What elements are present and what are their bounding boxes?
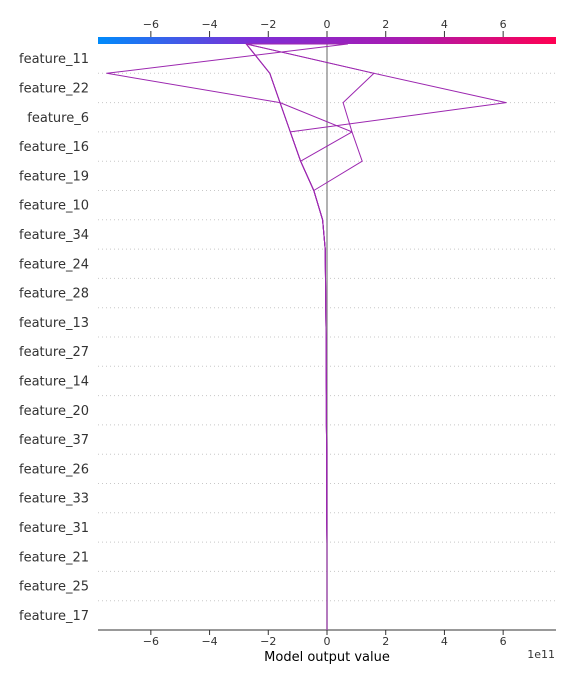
feature-label: feature_22 — [19, 81, 89, 96]
top-tick-label: 6 — [500, 18, 507, 31]
feature-label: feature_28 — [19, 287, 89, 302]
bottom-x-axis: −6 −4 −2 0 2 4 6 — [98, 629, 556, 648]
bottom-tick-label: 2 — [382, 635, 389, 648]
feature-labels: feature_11 feature_22 feature_6 feature_16f… — [19, 52, 89, 624]
decision-line — [245, 43, 507, 630]
colorbar-gradient — [98, 37, 556, 44]
bottom-tick-label: 0 — [324, 635, 331, 648]
feature-label: feature_11 — [19, 52, 89, 67]
bottom-tick-label: −4 — [201, 635, 217, 648]
top-tick-label: 0 — [324, 18, 331, 31]
feature-label: feature_20 — [19, 404, 89, 419]
feature-label: feature_37 — [19, 433, 89, 448]
top-tick-label: 4 — [441, 18, 448, 31]
top-tick-label: −4 — [201, 18, 217, 31]
top-tick-label: −6 — [143, 18, 159, 31]
bottom-tick-label: −6 — [143, 635, 159, 648]
feature-label: feature_14 — [19, 374, 89, 389]
top-x-axis: −6 −4 −2 0 2 4 6 — [143, 18, 507, 37]
feature-label: feature_21 — [19, 550, 89, 565]
feature-label: feature_16 — [19, 140, 89, 155]
feature-label: feature_31 — [19, 521, 89, 536]
bottom-tick-label: −2 — [260, 635, 276, 648]
feature-label: feature_13 — [19, 316, 89, 331]
top-tick-label: −2 — [260, 18, 276, 31]
feature-label: feature_10 — [19, 199, 89, 214]
bottom-tick-label: 6 — [500, 635, 507, 648]
decision-lines — [106, 43, 507, 630]
feature-label: feature_34 — [19, 228, 89, 243]
feature-label: feature_17 — [19, 609, 89, 624]
feature-label: feature_6 — [27, 111, 89, 126]
bottom-tick-label: 4 — [441, 635, 448, 648]
feature-label: feature_24 — [19, 257, 89, 272]
feature-label: feature_33 — [19, 492, 89, 507]
x-axis-offset-label: 1e11 — [527, 648, 555, 661]
feature-label: feature_26 — [19, 462, 89, 477]
top-tick-label: 2 — [382, 18, 389, 31]
x-axis-label: Model output value — [264, 650, 390, 665]
feature-label: feature_25 — [19, 580, 89, 595]
colorbar — [98, 37, 556, 44]
decision-line — [245, 43, 363, 630]
feature-label: feature_27 — [19, 345, 89, 360]
feature-label: feature_19 — [19, 169, 89, 184]
